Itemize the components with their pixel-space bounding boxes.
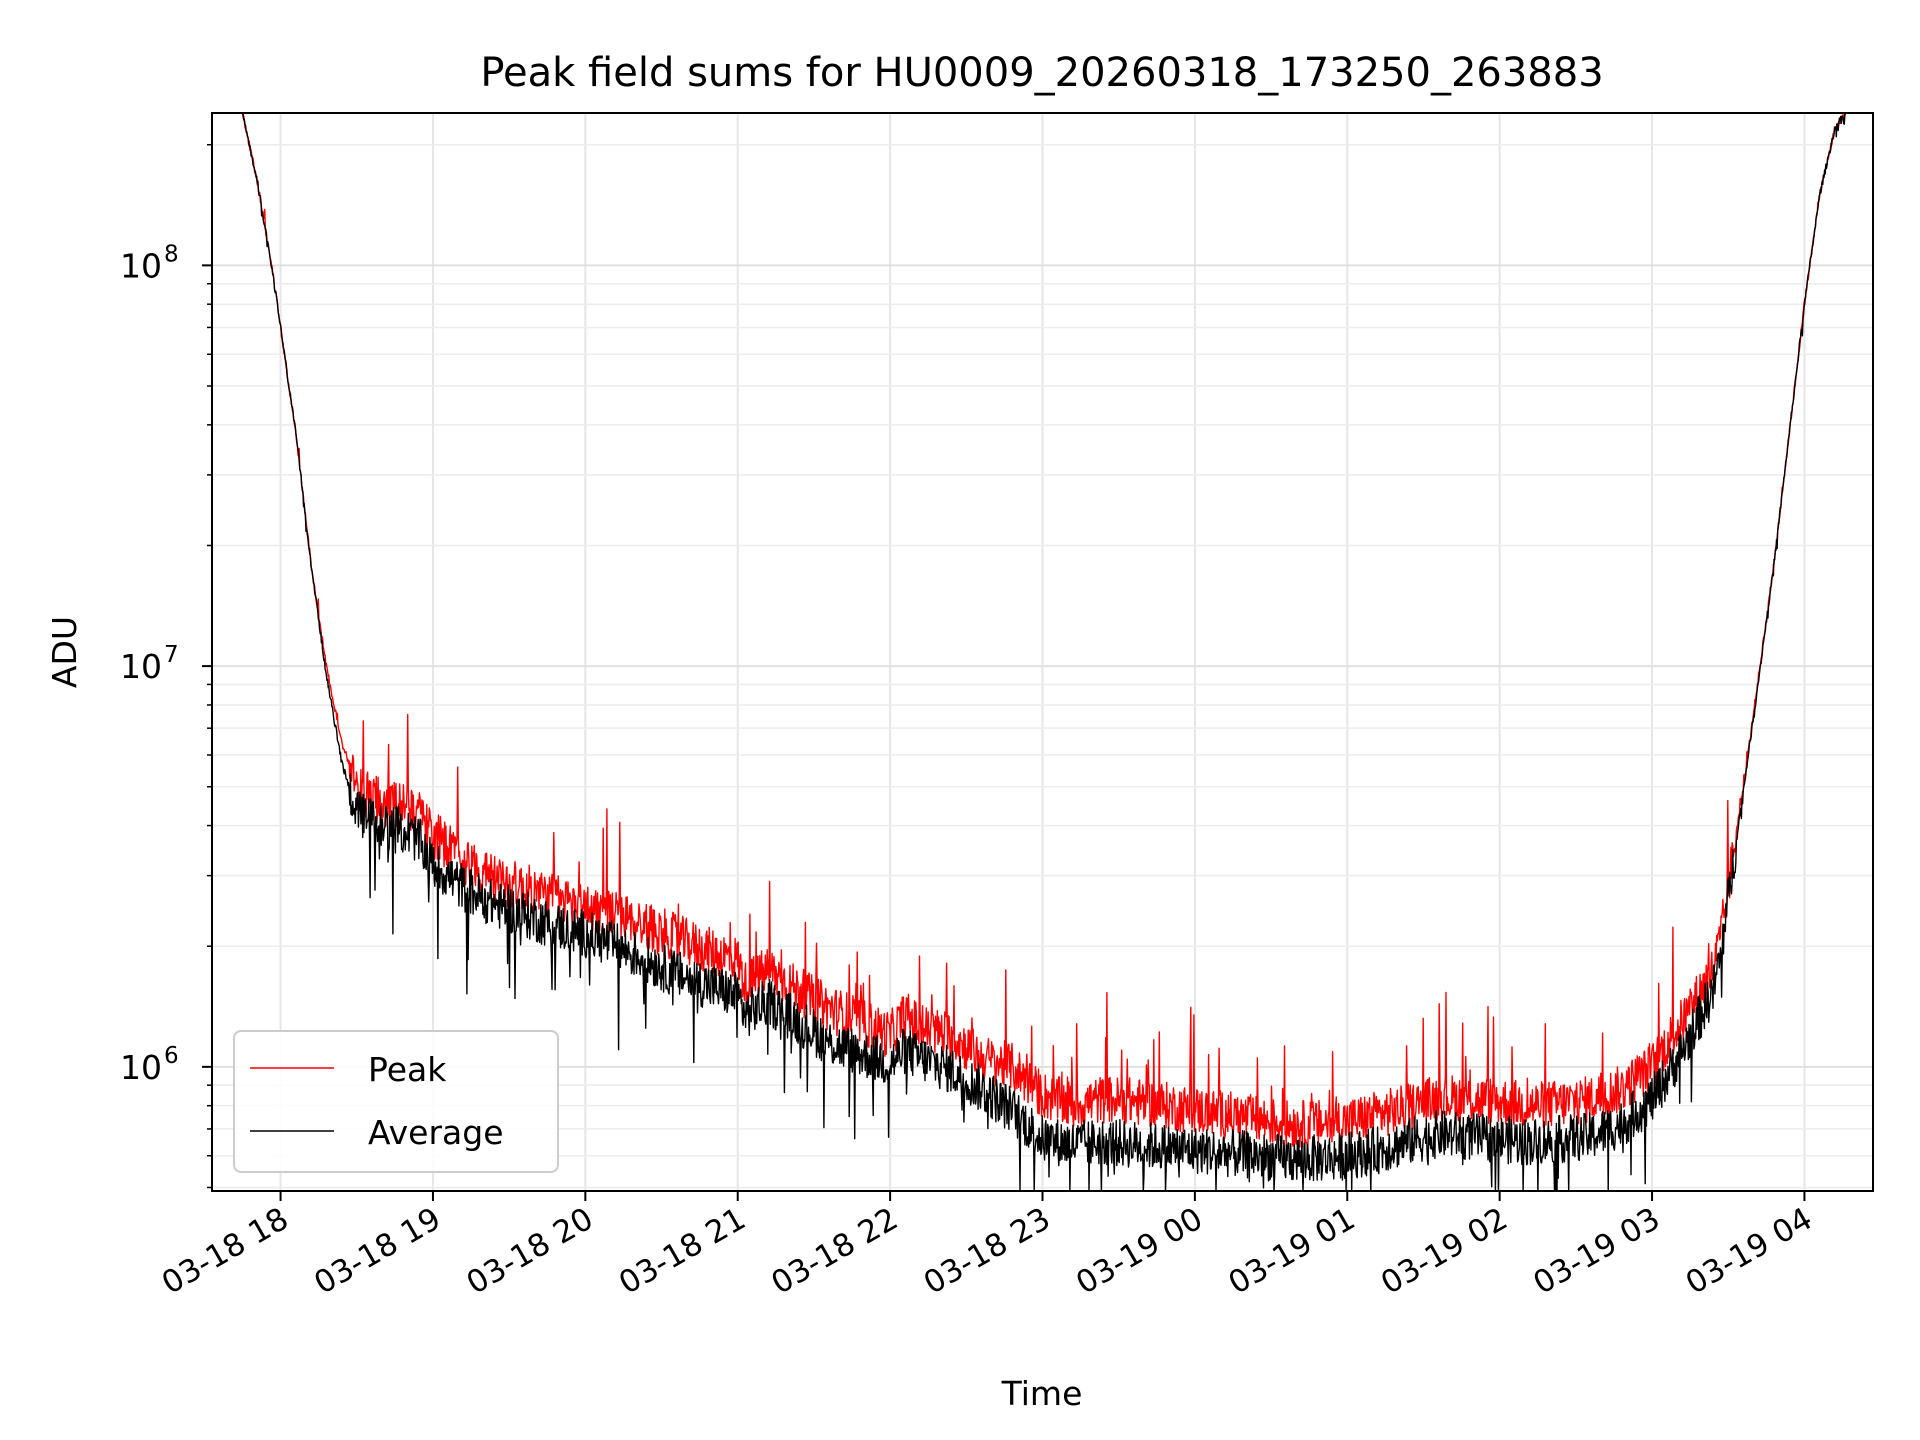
x-axis-label: Time: [1001, 1374, 1083, 1413]
y-tick-label-exponent: 7: [164, 642, 179, 668]
legend: Peak Average: [233, 1030, 559, 1173]
y-tick-label: 10: [120, 246, 162, 285]
y-tick-label: 10: [120, 1048, 162, 1087]
y-tick-label: 10: [120, 647, 162, 686]
y-tick-label-exponent: 6: [164, 1043, 179, 1069]
series-layer: [241, 112, 1847, 1192]
y-axis-label: ADU: [45, 616, 84, 688]
legend-label-peak: Peak: [368, 1050, 447, 1089]
series-line-peak: [241, 112, 1847, 1149]
series-line-average: [242, 112, 1847, 1192]
chart-title: Peak field sums for HU0009_20260318_1732…: [480, 50, 1603, 96]
y-tick-label-exponent: 8: [164, 241, 179, 267]
grid-lines: [212, 113, 1873, 1191]
legend-box: [233, 1030, 559, 1173]
legend-label-average: Average: [368, 1113, 504, 1152]
